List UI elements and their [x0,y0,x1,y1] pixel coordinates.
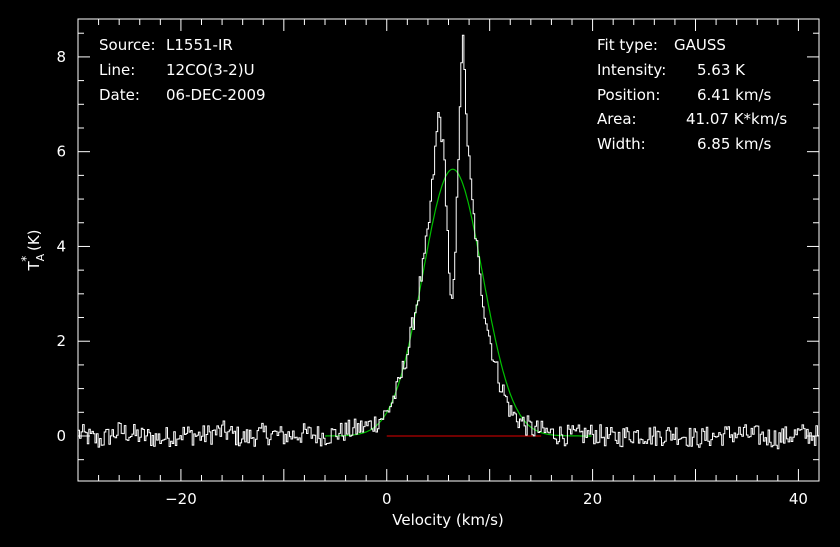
y-axis-label: TA* (K) [19,229,47,271]
x-tick-label: 40 [789,490,808,508]
y-tick-label: 8 [56,48,66,66]
x-axis-label: Velocity (km/s) [392,511,503,529]
area-label: Area: [597,110,637,128]
x-tick-label: 0 [382,490,392,508]
y-tick-label: 6 [56,143,66,161]
x-axis-ticks: −20 0 20 40 [77,19,820,508]
spectrum-line [78,34,820,450]
y-tick-label: 2 [56,332,66,350]
date-value: 06-DEC-2009 [166,86,266,104]
source-label: Source: [99,36,156,54]
header-right: Fit type: GAUSS Intensity: 5.63 K Positi… [597,36,787,153]
line-label: Line: [99,61,135,79]
y-axis-label-text: TA* (K) [19,229,47,271]
line-value: 12CO(3-2)U [166,61,255,79]
width-value: 6.85 km/s [697,135,772,153]
y-tick-label: 4 [56,237,66,255]
y-tick-label: 0 [56,427,66,445]
y-axis-ticks: 0 2 4 6 8 [56,32,819,461]
header-left: Source: L1551-IR Line: 12CO(3-2)U Date: … [99,36,266,104]
date-label: Date: [99,86,140,104]
x-tick-label: 20 [583,490,602,508]
source-value: L1551-IR [166,36,233,54]
fit-type-value: GAUSS [674,36,726,54]
x-tick-label: −20 [165,490,197,508]
position-label: Position: [597,86,660,104]
area-value: 41.07 K*km/s [686,110,787,128]
width-label: Width: [597,135,646,153]
intensity-label: Intensity: [597,61,666,79]
position-value: 6.41 km/s [697,86,772,104]
fit-type-label: Fit type: [597,36,658,54]
intensity-value: 5.63 K [697,61,746,79]
